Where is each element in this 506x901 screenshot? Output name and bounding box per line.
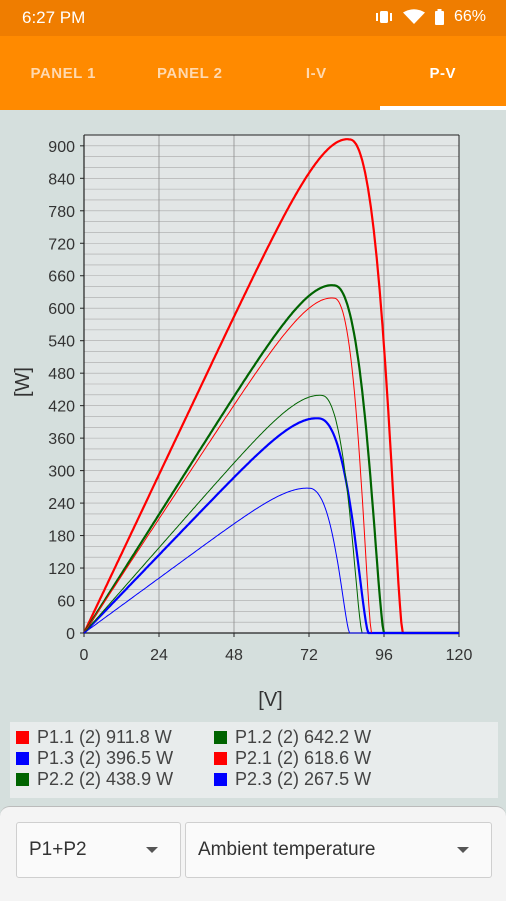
y-tick-label: 420 [48, 399, 75, 416]
mode-select[interactable]: Ambient temperature [185, 822, 492, 878]
y-tick-label: 360 [48, 431, 75, 448]
tab-label: PANEL 1 [31, 65, 96, 82]
y-tick-label: 120 [48, 561, 75, 578]
legend-item-p1-3: P1.3 (2) 396.5 W [16, 748, 173, 769]
y-tick-label: 180 [48, 529, 75, 546]
legend-label: P2.2 (2) 438.9 W [37, 769, 173, 790]
legend-item-p2-1: P2.1 (2) 618.6 W [214, 748, 371, 769]
tab-bar: PANEL 1 PANEL 2 I-V P-V [0, 36, 506, 110]
y-tick-label: 720 [48, 236, 75, 253]
y-axis-label: [W] [12, 367, 34, 397]
x-tick-label: 48 [225, 647, 243, 664]
wifi-icon [403, 9, 425, 25]
chart-legend: P1.1 (2) 911.8 W P1.2 (2) 642.2 W P1.3 (… [10, 722, 498, 798]
y-tick-label: 60 [57, 594, 75, 611]
y-tick-label: 660 [48, 269, 75, 286]
y-tick-label: 480 [48, 366, 75, 383]
control-panel: P1+P2 Ambient temperature [0, 806, 506, 901]
y-tick-label: 900 [48, 139, 75, 156]
legend-swatch [214, 731, 227, 744]
legend-swatch [16, 773, 29, 786]
legend-item-p2-3: P2.3 (2) 267.5 W [214, 769, 371, 790]
x-tick-label: 0 [80, 647, 89, 664]
panel-select[interactable]: P1+P2 [16, 822, 181, 878]
legend-item-p1-1: P1.1 (2) 911.8 W [16, 727, 172, 748]
tab-panel-1[interactable]: PANEL 1 [0, 36, 127, 110]
tab-label: P-V [429, 65, 456, 82]
battery-level: 66% [454, 8, 486, 26]
chevron-down-icon [457, 847, 469, 853]
legend-label: P1.2 (2) 642.2 W [235, 727, 371, 748]
status-time: 6:27 PM [22, 8, 85, 28]
x-axis-label: [V] [258, 689, 282, 711]
panel-select-value: P1+P2 [29, 839, 87, 861]
y-tick-label: 780 [48, 204, 75, 221]
x-tick-label: 96 [375, 647, 393, 664]
pv-chart-svg: 0601201802403003604204805406006607207808… [0, 110, 506, 720]
legend-item-p2-2: P2.2 (2) 438.9 W [16, 769, 173, 790]
status-bar: 6:27 PM 66% [0, 0, 506, 36]
legend-swatch [16, 752, 29, 765]
x-tick-label: 120 [446, 647, 473, 664]
legend-label: P2.1 (2) 618.6 W [235, 748, 371, 769]
legend-swatch [214, 773, 227, 786]
legend-label: P2.3 (2) 267.5 W [235, 769, 371, 790]
legend-swatch [214, 752, 227, 765]
y-tick-label: 600 [48, 301, 75, 318]
mode-select-value: Ambient temperature [198, 839, 375, 861]
tab-label: I-V [306, 65, 327, 82]
vibrate-icon [375, 9, 393, 25]
y-tick-label: 240 [48, 496, 75, 513]
legend-swatch [16, 731, 29, 744]
tab-label: PANEL 2 [157, 65, 222, 82]
battery-icon [435, 9, 444, 25]
tab-p-v[interactable]: P-V [380, 36, 506, 110]
y-tick-label: 300 [48, 464, 75, 481]
tab-i-v[interactable]: I-V [253, 36, 380, 110]
y-tick-label: 540 [48, 334, 75, 351]
x-tick-label: 72 [300, 647, 318, 664]
x-tick-label: 24 [150, 647, 168, 664]
y-tick-label: 840 [48, 171, 75, 188]
tab-panel-2[interactable]: PANEL 2 [127, 36, 254, 110]
legend-item-p1-2: P1.2 (2) 642.2 W [214, 727, 371, 748]
chevron-down-icon [146, 847, 158, 853]
legend-label: P1.1 (2) 911.8 W [37, 727, 172, 748]
y-tick-label: 0 [66, 626, 75, 643]
legend-label: P1.3 (2) 396.5 W [37, 748, 173, 769]
